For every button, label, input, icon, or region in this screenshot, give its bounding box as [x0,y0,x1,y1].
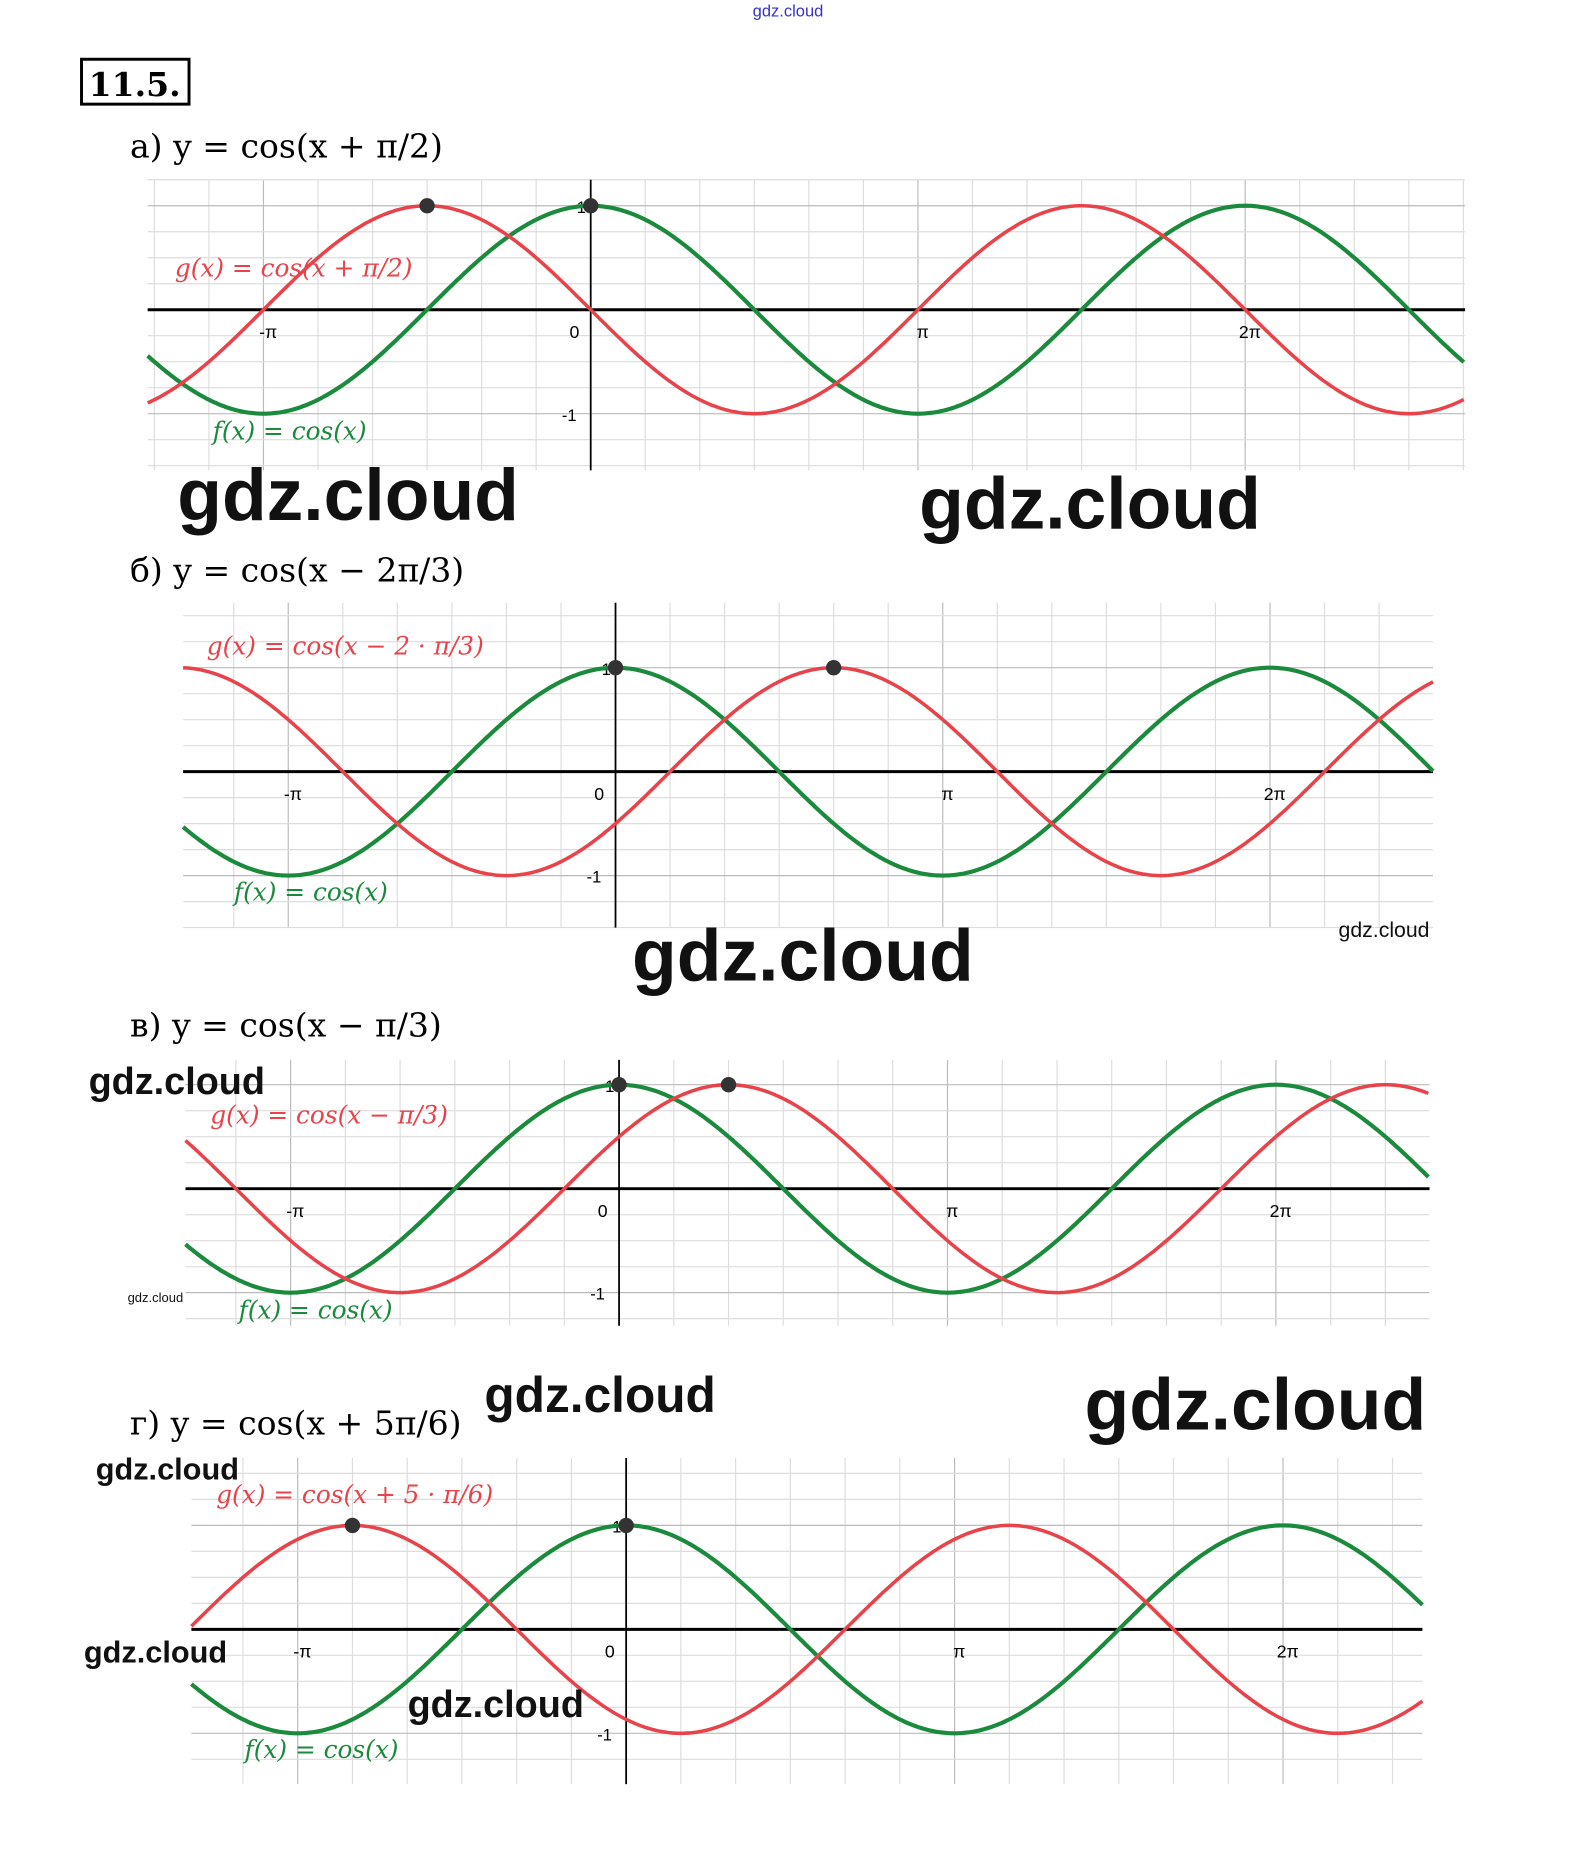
watermark: gdz.cloud [919,462,1261,544]
data-point [618,1517,634,1534]
grid [191,1458,1423,1785]
chart-title: а) y = cos(x + π/2) [130,126,443,165]
data-point [720,1077,737,1093]
y-tick-label: -1 [587,868,602,887]
watermark: gdz.cloud [1339,918,1430,942]
g-function-label: g(x) = cos(x − 2 · π/3) [207,632,484,661]
chart-title: в) y = cos(x − π/3) [130,1005,442,1044]
series-f-line [146,203,1466,416]
x-tick-label: -π [284,784,302,804]
series-g-line [183,665,1434,878]
watermark: gdz.cloud [177,454,519,536]
x-tick-label: 0 [598,1201,608,1221]
watermark: gdz.cloud [1085,1364,1427,1446]
x-tick-label: 2π [1270,1201,1292,1221]
x-tick-label: π [946,1201,958,1221]
y-tick-label: -1 [590,1285,605,1304]
data-point [826,660,842,676]
chart-1: а) y = cos(x + π/2)-π 0 π 2π1-1g(x) = cos(x… [130,126,1466,471]
series-f-line [184,1082,1430,1295]
data-point [419,198,435,214]
watermark: gdz.cloud [484,1367,715,1423]
f-function-label: f(x) = cos(x) [211,417,367,446]
problem-number-box [80,57,191,106]
f-function-label: f(x) = cos(x) [232,877,388,906]
chart-2: б) y = cos(x − 2π/3)-π 0 π 2π1-1g(x) = cos(… [130,550,1435,929]
problem-number: 11.5. [89,65,181,104]
y-tick-label: -1 [562,406,577,425]
f-function-label: f(x) = cos(x) [237,1296,393,1325]
x-tick-label: 2π [1239,322,1261,342]
x-tick-label: 0 [605,1642,615,1662]
series-f-line [181,665,1435,878]
g-function-label: g(x) = cos(x + π/2) [175,254,413,283]
x-tick-label: π [941,784,953,804]
watermark: gdz.cloud [128,1290,184,1305]
f-function-label: f(x) = cos(x) [243,1735,399,1764]
grid [147,179,1465,471]
x-tick-label: π [953,1642,965,1662]
y-tick-label: -1 [597,1725,612,1744]
x-tick-label: 2π [1264,784,1286,804]
x-tick-label: -π [286,1201,304,1221]
series-g-line [146,203,1465,416]
chart-title: б) y = cos(x − 2π/3) [130,550,464,589]
watermark: gdz.cloud [408,1684,584,1726]
data-point [344,1517,361,1534]
series-g-line [190,1523,1424,1736]
x-tick-label: 2π [1277,1642,1299,1662]
data-point [583,198,599,214]
g-function-label: g(x) = cos(x + 5 · π/6) [216,1480,493,1509]
watermark: gdz.cloud [89,1061,265,1103]
chart-3: в) y = cos(x − π/3)-π 0 π 2π1-1g(x) = cos(x… [130,1005,1430,1326]
top-watermark: gdz.cloud [753,2,824,21]
watermark: gdz.cloud [84,1634,227,1669]
series-g-line [184,1082,1429,1295]
g-function-label: g(x) = cos(x − π/3) [210,1101,448,1130]
x-tick-label: -π [293,1642,311,1662]
x-tick-label: -π [259,322,277,342]
series-f-line [190,1523,1424,1736]
x-tick-label: 0 [569,322,579,342]
data-point [607,660,624,676]
x-tick-label: π [917,322,929,342]
watermark: gdz.cloud [632,915,974,997]
data-point [611,1077,627,1093]
watermark: gdz.cloud [96,1451,239,1486]
chart-4: г) y = cos(x + 5π/6)-π 0 π 2π1-1g(x) = cos(… [130,1403,1424,1785]
x-tick-label: 0 [594,784,604,804]
chart-title: г) y = cos(x + 5π/6) [130,1403,462,1442]
